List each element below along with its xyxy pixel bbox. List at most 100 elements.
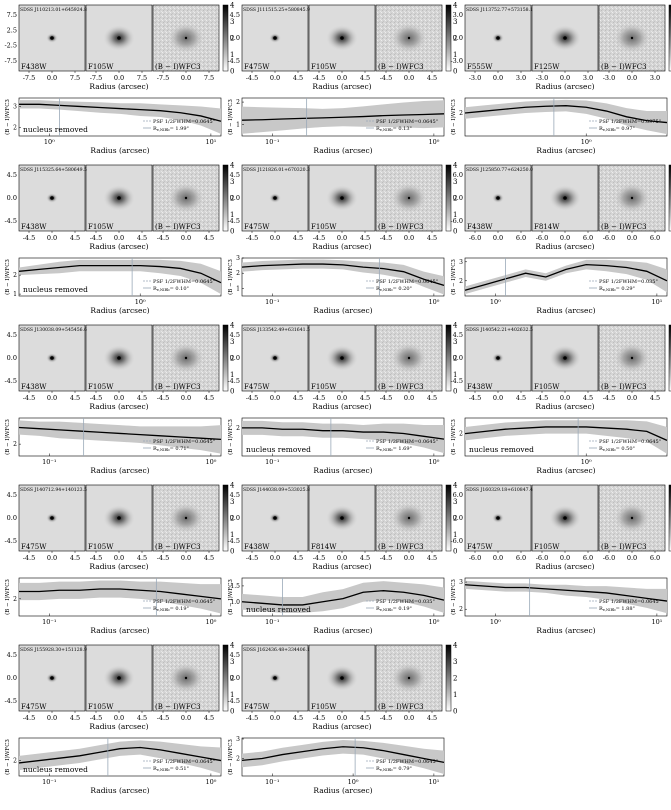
image-x-tick-label: 6.0 xyxy=(583,234,593,242)
profile-xlabel: Radius (arcsec) xyxy=(90,466,149,475)
galaxy-nucleus xyxy=(496,516,500,520)
legend-reff-symbol: R xyxy=(153,606,157,612)
image-x-tick-label: -4.5 xyxy=(90,394,103,402)
image-y-tick-label: 6.0 xyxy=(453,171,463,179)
image-y-tick-label: -7.5 xyxy=(4,57,17,65)
profile-y-tick-label: 2 xyxy=(13,758,17,765)
image-y-tick-label: -4.5 xyxy=(4,377,17,385)
band-label: (B − I)WFC3 xyxy=(378,223,424,231)
colorbar-tick-label: 3 xyxy=(230,178,234,186)
image-x-tick-label: -4.5 xyxy=(246,554,259,562)
nucleus-removed-label: nucleus removed xyxy=(246,445,311,454)
image-x-tick-label: -4.5 xyxy=(23,714,36,722)
legend-reff-symbol: R xyxy=(599,126,603,132)
image-y-tick-label: -4.5 xyxy=(227,377,240,385)
band-label: F475W xyxy=(21,703,47,711)
profile-xlabel: Radius (arcsec) xyxy=(90,146,149,155)
galaxy-nucleus xyxy=(563,356,567,360)
image-x-tick-label: 4.5 xyxy=(293,394,303,402)
legend-reff-label: Re,NIRb= 0.97" xyxy=(599,126,635,132)
profile-ylabel: (B − I)WFC3 xyxy=(227,99,234,135)
colorbar xyxy=(668,4,671,72)
profile-xlabel: Radius (arcsec) xyxy=(313,306,372,315)
galaxy-nucleus xyxy=(50,676,54,680)
image-x-tick-label: 0.0 xyxy=(560,234,570,242)
profile-ylabel: (B − I)WFC3 xyxy=(4,579,11,615)
colorbar xyxy=(222,164,229,232)
image-y-tick-label: 3.0 xyxy=(453,11,463,19)
image-x-tick-label: 0.0 xyxy=(493,554,503,562)
colorbar xyxy=(222,324,229,392)
image-x-tick-label: -4.5 xyxy=(380,554,393,562)
image-x-tick-label: 6.0 xyxy=(650,234,660,242)
image-x-tick-label: 7.5 xyxy=(137,74,147,82)
image-x-tick-label: 0.0 xyxy=(337,74,347,82)
image-x-tick-label: 4.5 xyxy=(293,74,303,82)
band-label: F438W xyxy=(244,543,270,551)
image-x-tick-label: -4.5 xyxy=(246,714,259,722)
image-x-tick-label: -4.5 xyxy=(380,234,393,242)
legend-reff-value: = 0.10" xyxy=(170,286,189,292)
profile-x-tick-label: 10⁰ xyxy=(490,618,501,626)
image-x-tick-label: 0.0 xyxy=(47,234,57,242)
profile-x-tick-label: 10⁰ xyxy=(428,298,439,306)
profile-xlabel: Radius (arcsec) xyxy=(90,306,149,315)
image-x-tick-label: 0.0 xyxy=(627,554,637,562)
image-y-tick-label: 0.0 xyxy=(453,194,463,202)
legend-reff-value: = 0.29" xyxy=(616,286,635,292)
galaxy-nucleus xyxy=(117,516,121,520)
galaxy-id: SDSS J160329.18+610847.4 xyxy=(466,487,533,493)
colorbar-tick-label: 3 xyxy=(453,498,457,506)
legend-reff-subscript: e,NIRb xyxy=(603,128,617,132)
image-x-tick-label: 6.0 xyxy=(650,554,660,562)
profile-xlabel: Radius (arcsec) xyxy=(90,786,149,795)
legend-reff-value: = 1.88" xyxy=(616,606,635,612)
band-label: F105W xyxy=(88,383,114,391)
profile-line xyxy=(464,584,668,602)
galaxy-nucleus xyxy=(273,196,277,200)
colorbar-tick-label: 4 xyxy=(453,162,458,170)
band-label: F105W xyxy=(311,383,337,391)
galaxy-nucleus xyxy=(273,356,277,360)
colorbar-tick-label: 1 xyxy=(453,691,457,699)
image-y-tick-label: -2.5 xyxy=(4,42,17,50)
band-label: F105W xyxy=(88,63,114,71)
legend-psf-label: PSF 1/2FWHM=0.0645" xyxy=(153,119,215,125)
image-x-tick-label: 0.0 xyxy=(560,74,570,82)
image-x-tick-label: 4.5 xyxy=(137,234,147,242)
image-x-tick-label: 4.5 xyxy=(650,394,660,402)
profile-x-tick-label: 10⁰ xyxy=(428,458,439,466)
band-label: (B − I)WFC3 xyxy=(601,543,647,551)
image-x-tick-label: -4.5 xyxy=(23,234,36,242)
image-y-tick-label: -6.0 xyxy=(450,537,463,545)
band-label: (B − I)WFC3 xyxy=(378,63,424,71)
nucleus-removed-label: nucleus removed xyxy=(469,445,534,454)
band-label: (B − I)WFC3 xyxy=(378,543,424,551)
colorbar-tick-label: 1 xyxy=(230,531,234,539)
image-y-tick-label: 4.5 xyxy=(230,651,240,659)
image-x-tick-label: -7.5 xyxy=(90,74,103,82)
profile-y-tick-label: 1 xyxy=(13,291,17,298)
legend-psf-label: PSF 1/2FWHM=0.035" xyxy=(376,599,435,605)
profile-line xyxy=(242,427,445,440)
legend-reff-symbol: R xyxy=(153,126,157,132)
image-x-tick-label: 0.0 xyxy=(47,74,57,82)
galaxy-id: SDSS J144038.09+533025.8 xyxy=(243,487,310,493)
image-xlabel: Radius (arcsec) xyxy=(89,562,148,571)
band-label: F814W xyxy=(534,223,560,231)
panels-root: F438W -7.5 0.0 7.5 F105W -7.5 0.0 7.5 (B − I)WFC… xyxy=(4,2,671,796)
colorbar-tick-label: 4 xyxy=(453,2,458,10)
galaxy-nucleus xyxy=(407,676,411,680)
legend-reff-value: = 1.69" xyxy=(393,446,412,452)
image-x-tick-label: 0.0 xyxy=(270,394,280,402)
colorbar-tick-label: 0 xyxy=(230,388,234,396)
colorbar xyxy=(445,644,452,712)
profile-y-tick-label: 3 xyxy=(459,579,463,586)
image-x-tick-label: -4.5 xyxy=(90,714,103,722)
image-x-tick-label: -3.0 xyxy=(536,74,549,82)
image-x-tick-label: 7.5 xyxy=(204,74,214,82)
image-xlabel: Radius (arcsec) xyxy=(89,242,148,251)
galaxy-nucleus xyxy=(273,676,277,680)
